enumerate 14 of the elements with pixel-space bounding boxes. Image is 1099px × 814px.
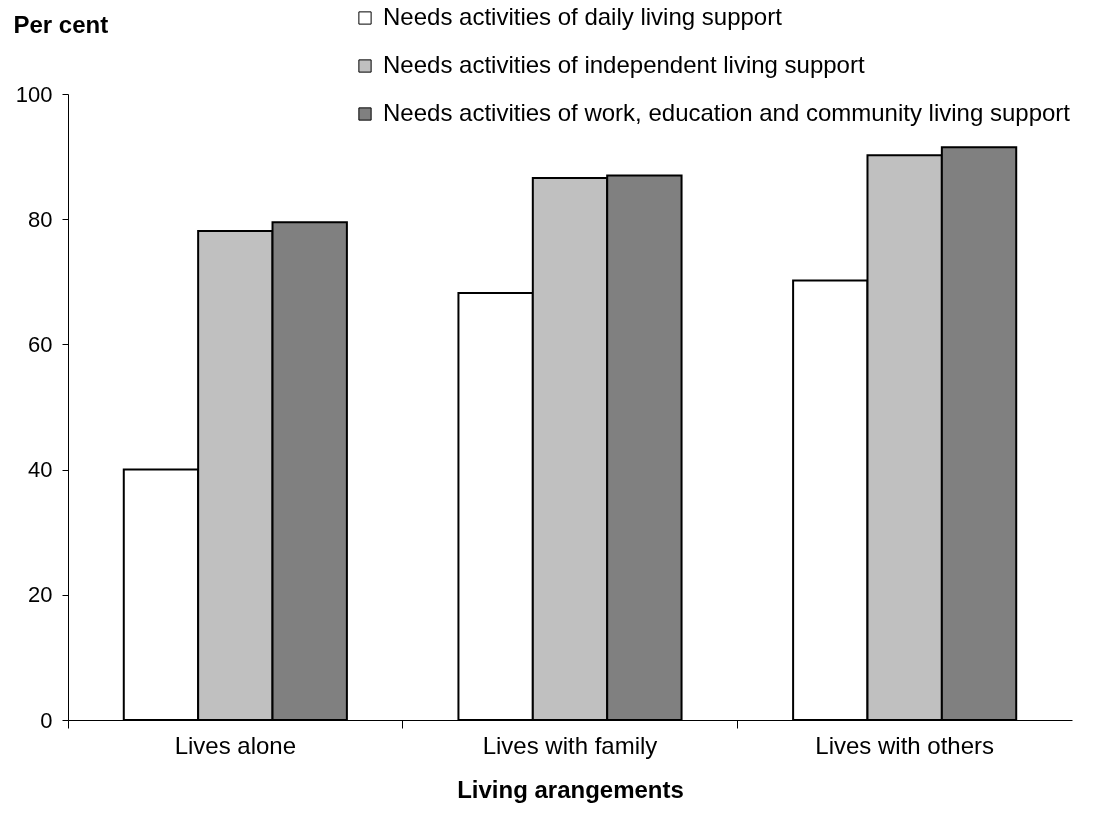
y-tick-label: 100 xyxy=(15,81,53,107)
x-tick-label: Lives alone xyxy=(174,731,297,759)
y-axis-title: Per cent xyxy=(13,10,109,38)
y-tick-label: 20 xyxy=(28,582,53,608)
x-tick-label: Lives with family xyxy=(482,731,658,759)
x-axis-title: Living arangements xyxy=(457,775,684,803)
y-tick-label: 40 xyxy=(28,457,53,483)
legend-label: Needs activities of work, education and community living support xyxy=(383,99,1071,126)
legend-label: Needs activities of independent living support xyxy=(383,51,865,78)
legend-label: Needs activities of daily living support xyxy=(383,3,783,30)
x-tick-label: Lives with others xyxy=(815,731,995,759)
y-tick-label: 80 xyxy=(28,206,53,232)
y-tick-label: 60 xyxy=(28,331,53,357)
y-tick-label: 0 xyxy=(40,707,53,733)
